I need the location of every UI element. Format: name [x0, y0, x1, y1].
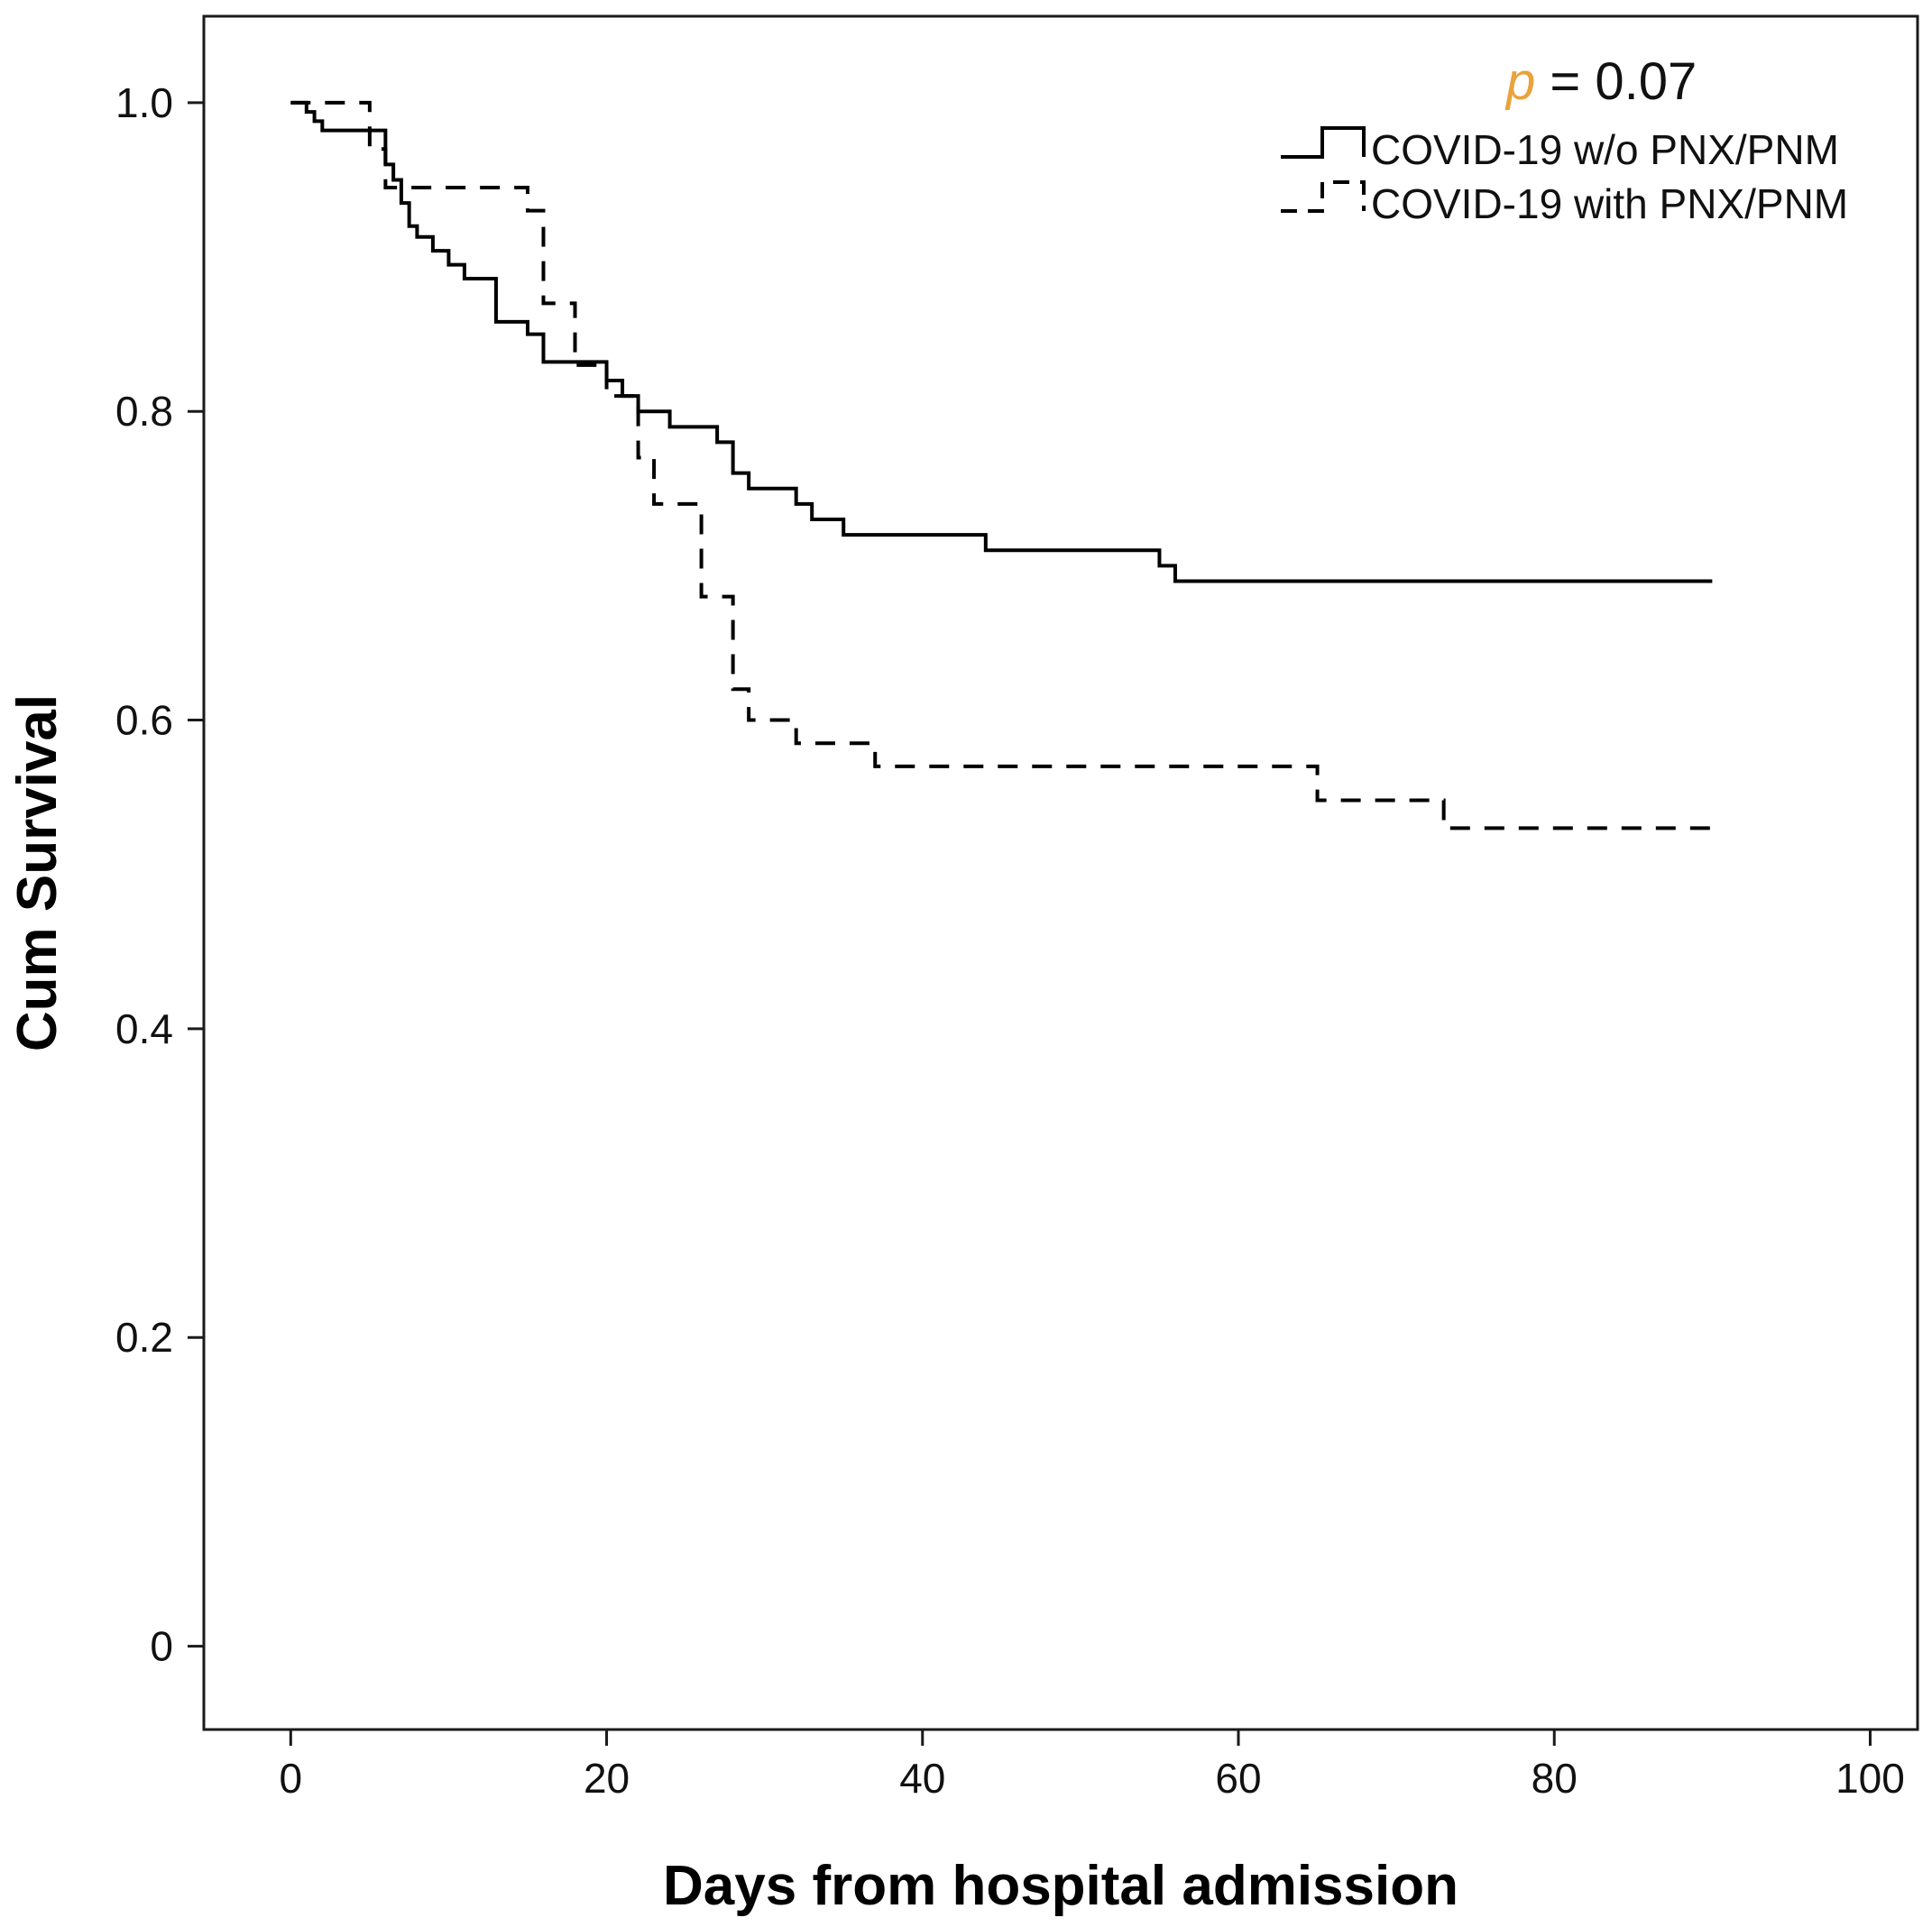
- y-tick-label: 0: [150, 1623, 173, 1670]
- legend-items: COVID-19 w/o PNX/PNM COVID-19 with PNX/PN…: [1281, 126, 1848, 227]
- y-tick-label: 0.8: [115, 388, 173, 435]
- series-line-2: [290, 100, 1713, 830]
- p-value-symbol: p: [1504, 52, 1535, 111]
- legend-symbol-2: [1281, 180, 1366, 213]
- y-axis-title: Cum Survival: [6, 694, 69, 1051]
- plot-frame: [202, 14, 1919, 1731]
- y-tick-label: 0.6: [115, 697, 173, 744]
- x-tick-label: 60: [1215, 1755, 1261, 1802]
- x-tick-label: 100: [1835, 1755, 1905, 1802]
- series-line-1: [290, 100, 1713, 583]
- legend-label-1: COVID-19 w/o PNX/PNM: [1371, 126, 1839, 173]
- y-tick-label: 0.2: [115, 1314, 173, 1361]
- x-tick-label: 20: [584, 1755, 630, 1802]
- legend: p = 0.07 COVID-19 w/o PNX/PNM COVID-19 wi…: [1281, 52, 1848, 227]
- legend-label-2: COVID-19 with PNX/PNM: [1371, 180, 1848, 227]
- legend-symbol-1: [1281, 126, 1366, 159]
- y-tick-label: 0.4: [115, 1005, 173, 1052]
- x-axis: 0 20 40 60 80 100: [280, 1730, 1905, 1802]
- y-tick-label: 1.0: [115, 79, 173, 126]
- y-axis: 0 0.2 0.4 0.6 0.8 1.0: [115, 79, 204, 1670]
- series-layer: [290, 100, 1713, 830]
- x-tick-label: 0: [280, 1755, 303, 1802]
- x-axis-title: Days from hospital admission: [663, 1855, 1458, 1917]
- x-tick-label: 80: [1532, 1755, 1578, 1802]
- p-value-text: = 0.07: [1535, 52, 1697, 111]
- x-tick-label: 40: [899, 1755, 945, 1802]
- p-value-annotation: p = 0.07: [1504, 52, 1697, 111]
